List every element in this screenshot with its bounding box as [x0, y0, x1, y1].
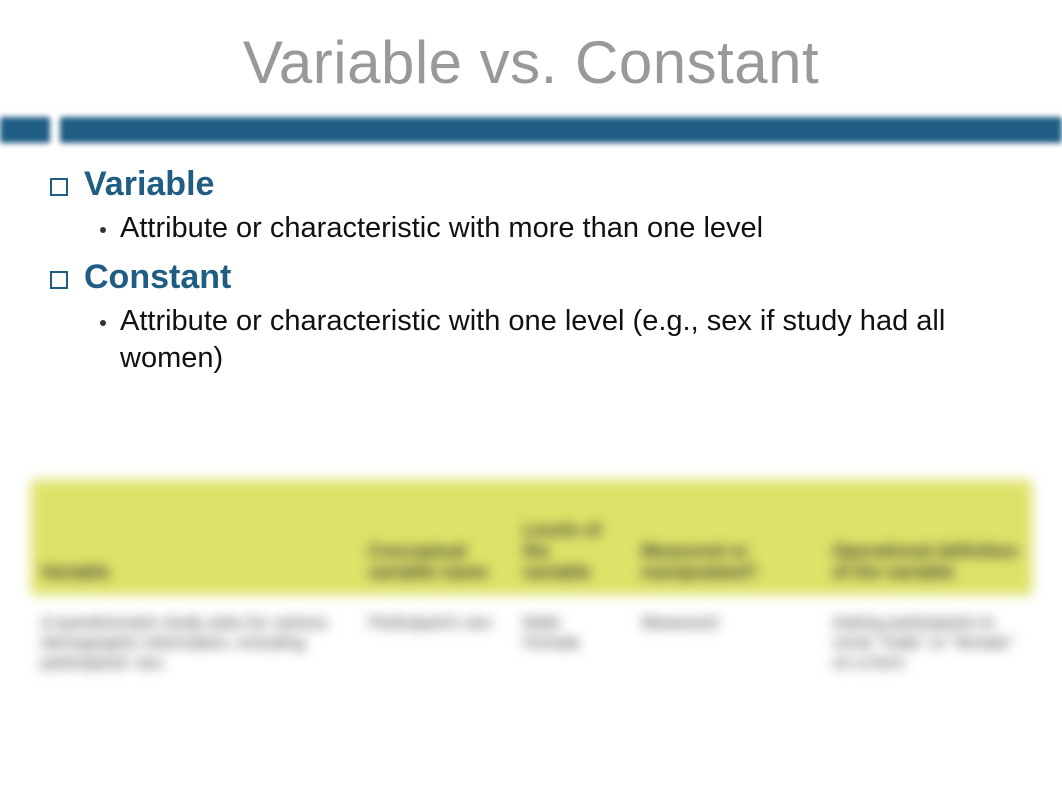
definition-row: Attribute or characteristic with one lev…	[50, 303, 1002, 378]
accent-bar	[0, 115, 1062, 145]
table-header-cell: Conceptual variable name	[358, 480, 513, 595]
table-header-cell: Operational definition of the variable	[822, 480, 1031, 595]
variables-table: Variable Conceptual variable name Levels…	[30, 480, 1032, 691]
blurred-table: Variable Conceptual variable name Levels…	[30, 480, 1032, 691]
table-cell: A questionnaire study asks for various d…	[31, 595, 359, 691]
dot-bullet-icon	[100, 227, 106, 233]
table-row: A questionnaire study asks for various d…	[31, 595, 1032, 691]
square-bullet-icon	[50, 271, 68, 289]
content-area: Variable Attribute or characteristic wit…	[0, 145, 1062, 378]
table-cell: Asking participants to circle "male" or …	[822, 595, 1031, 691]
square-bullet-icon	[50, 178, 68, 196]
slide-title: Variable vs. Constant	[0, 0, 1062, 115]
dot-bullet-icon	[100, 320, 106, 326]
term-label: Constant	[84, 258, 231, 297]
definition-text: Attribute or characteristic with more th…	[120, 210, 763, 248]
table-cell: Measured	[631, 595, 822, 691]
table-header-row: Variable Conceptual variable name Levels…	[31, 480, 1032, 595]
table-cell: Participant's sex	[358, 595, 513, 691]
term-label: Variable	[84, 165, 214, 204]
table-cell: Male Female	[513, 595, 631, 691]
list-item: Variable	[50, 165, 1002, 204]
list-item: Constant	[50, 258, 1002, 297]
definition-row: Attribute or characteristic with more th…	[50, 210, 1002, 248]
table-header-cell: Levels of the variable	[513, 480, 631, 595]
table-header-cell: Measured or manipulated?	[631, 480, 822, 595]
table-header-cell: Variable	[31, 480, 359, 595]
definition-text: Attribute or characteristic with one lev…	[120, 303, 1002, 378]
slide: Variable vs. Constant Variable Attribute…	[0, 0, 1062, 797]
